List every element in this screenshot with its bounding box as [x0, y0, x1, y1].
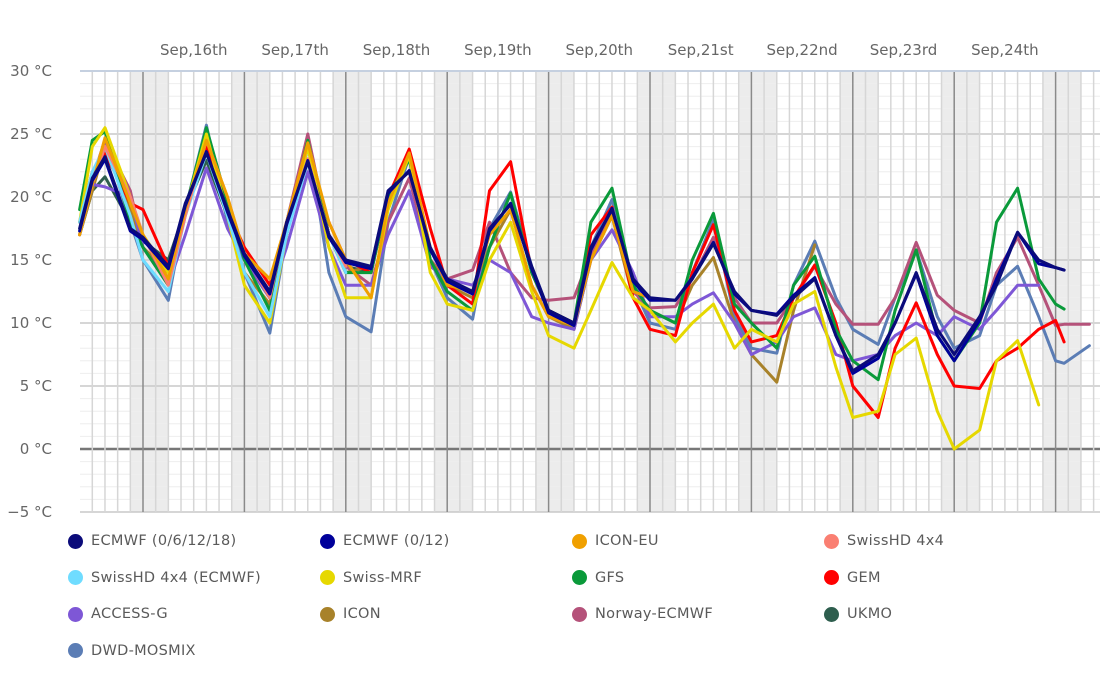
legend-label: ICON — [343, 606, 381, 622]
legend-item-access-g[interactable]: ACCESS-G — [68, 606, 168, 622]
legend-item-gem[interactable]: GEM — [824, 570, 881, 586]
night-band — [1042, 71, 1081, 512]
y-tick-label: −5 °C — [7, 503, 52, 521]
legend-item-icon-eu[interactable]: ICON-EU — [572, 533, 659, 549]
legend-label: ACCESS-G — [91, 606, 168, 622]
legend-label: GFS — [595, 569, 625, 586]
day-label: Sep,18th — [363, 41, 431, 59]
legend-item-swisshd-4x4-ecmwf[interactable]: SwissHD 4x4 (ECMWF) — [68, 570, 261, 586]
legend-item-ecmwf-0-12[interactable]: ECMWF (0/12) — [320, 533, 450, 549]
legend-label: GEM — [847, 569, 881, 586]
legend-dot-icon — [320, 570, 335, 585]
night-band — [840, 71, 879, 512]
day-label: Sep,16th — [160, 41, 228, 59]
night-band — [738, 71, 777, 512]
day-label: Sep,19th — [464, 41, 532, 59]
y-tick-label: 15 °C — [10, 251, 52, 269]
legend-item-dwd-mosmix[interactable]: DWD-MOSMIX — [68, 643, 196, 659]
legend-dot-icon — [320, 533, 335, 549]
legend-dot-icon — [824, 606, 839, 622]
y-tick-label: 25 °C — [10, 125, 52, 143]
legend-label: ECMWF (0/12) — [343, 533, 450, 549]
x-axis-day-labels: Sep,16th Sep,17th Sep,18th Sep,19th Sep,20th… — [160, 41, 1039, 59]
legend-label: DWD-MOSMIX — [91, 642, 196, 659]
y-tick-label: 5 °C — [20, 377, 52, 395]
legend-label: UKMO — [847, 606, 893, 622]
y-axis-labels: 30 °C 25 °C 20 °C 15 °C 10 °C 5 °C 0 °C −5 °C — [7, 62, 52, 521]
legend-label: ICON-EU — [595, 533, 659, 549]
legend-dot-icon — [68, 570, 83, 585]
legend-label: Swiss-MRF — [343, 569, 423, 586]
night-band — [333, 71, 372, 512]
series-lines — [78, 123, 1091, 451]
legend-item-ukmo[interactable]: UKMO — [824, 606, 892, 622]
legend-dot-icon — [68, 606, 83, 622]
legend-dot-icon — [68, 533, 83, 549]
day-label: Sep,23rd — [870, 41, 938, 59]
legend-item-gfs[interactable]: GFS — [572, 570, 624, 586]
legend-item-icon[interactable]: ICON — [320, 606, 381, 622]
day-label: Sep,20th — [566, 41, 634, 59]
series-line-icon-eu — [78, 136, 652, 327]
day-label: Sep,22nd — [767, 41, 838, 59]
day-label: Sep,21st — [668, 41, 734, 59]
legend-dot-icon — [320, 606, 335, 622]
legend-dot-icon — [572, 533, 587, 549]
legend-dot-icon — [572, 606, 587, 622]
series-line-ecmwf-0-6-12-18 — [78, 151, 1066, 373]
grid-lines — [80, 70, 1100, 513]
legend-item-norway-ecmwf[interactable]: Norway-ECMWF — [572, 606, 713, 622]
legend-label: SwissHD 4x4 (ECMWF) — [91, 569, 262, 586]
legend-dot-icon — [824, 533, 839, 549]
y-tick-label: 10 °C — [10, 314, 52, 332]
legend-dot-icon — [824, 570, 839, 585]
legend-label: ECMWF (0/6/12/18) — [91, 533, 237, 549]
legend-label: SwissHD 4x4 — [847, 533, 945, 549]
day-label: Sep,24th — [971, 41, 1039, 59]
y-tick-label: 0 °C — [20, 440, 52, 458]
day-label: Sep,17th — [261, 41, 329, 59]
legend-dot-icon — [68, 643, 83, 658]
y-tick-label: 20 °C — [10, 188, 52, 206]
legend-dot-icon — [572, 570, 587, 585]
temperature-chart: 30 °C 25 °C 20 °C 15 °C 10 °C 5 °C 0 °C −5 °C S… — [7, 41, 1100, 521]
legend-item-ecmwf-0-6-12-18[interactable]: ECMWF (0/6/12/18) — [68, 533, 237, 549]
y-tick-label: 30 °C — [10, 62, 52, 80]
legend-item-swiss-mrf[interactable]: Swiss-MRF — [320, 570, 422, 586]
legend-label: Norway-ECMWF — [595, 606, 714, 622]
legend-item-swisshd-4x4[interactable]: SwissHD 4x4 — [824, 533, 944, 549]
